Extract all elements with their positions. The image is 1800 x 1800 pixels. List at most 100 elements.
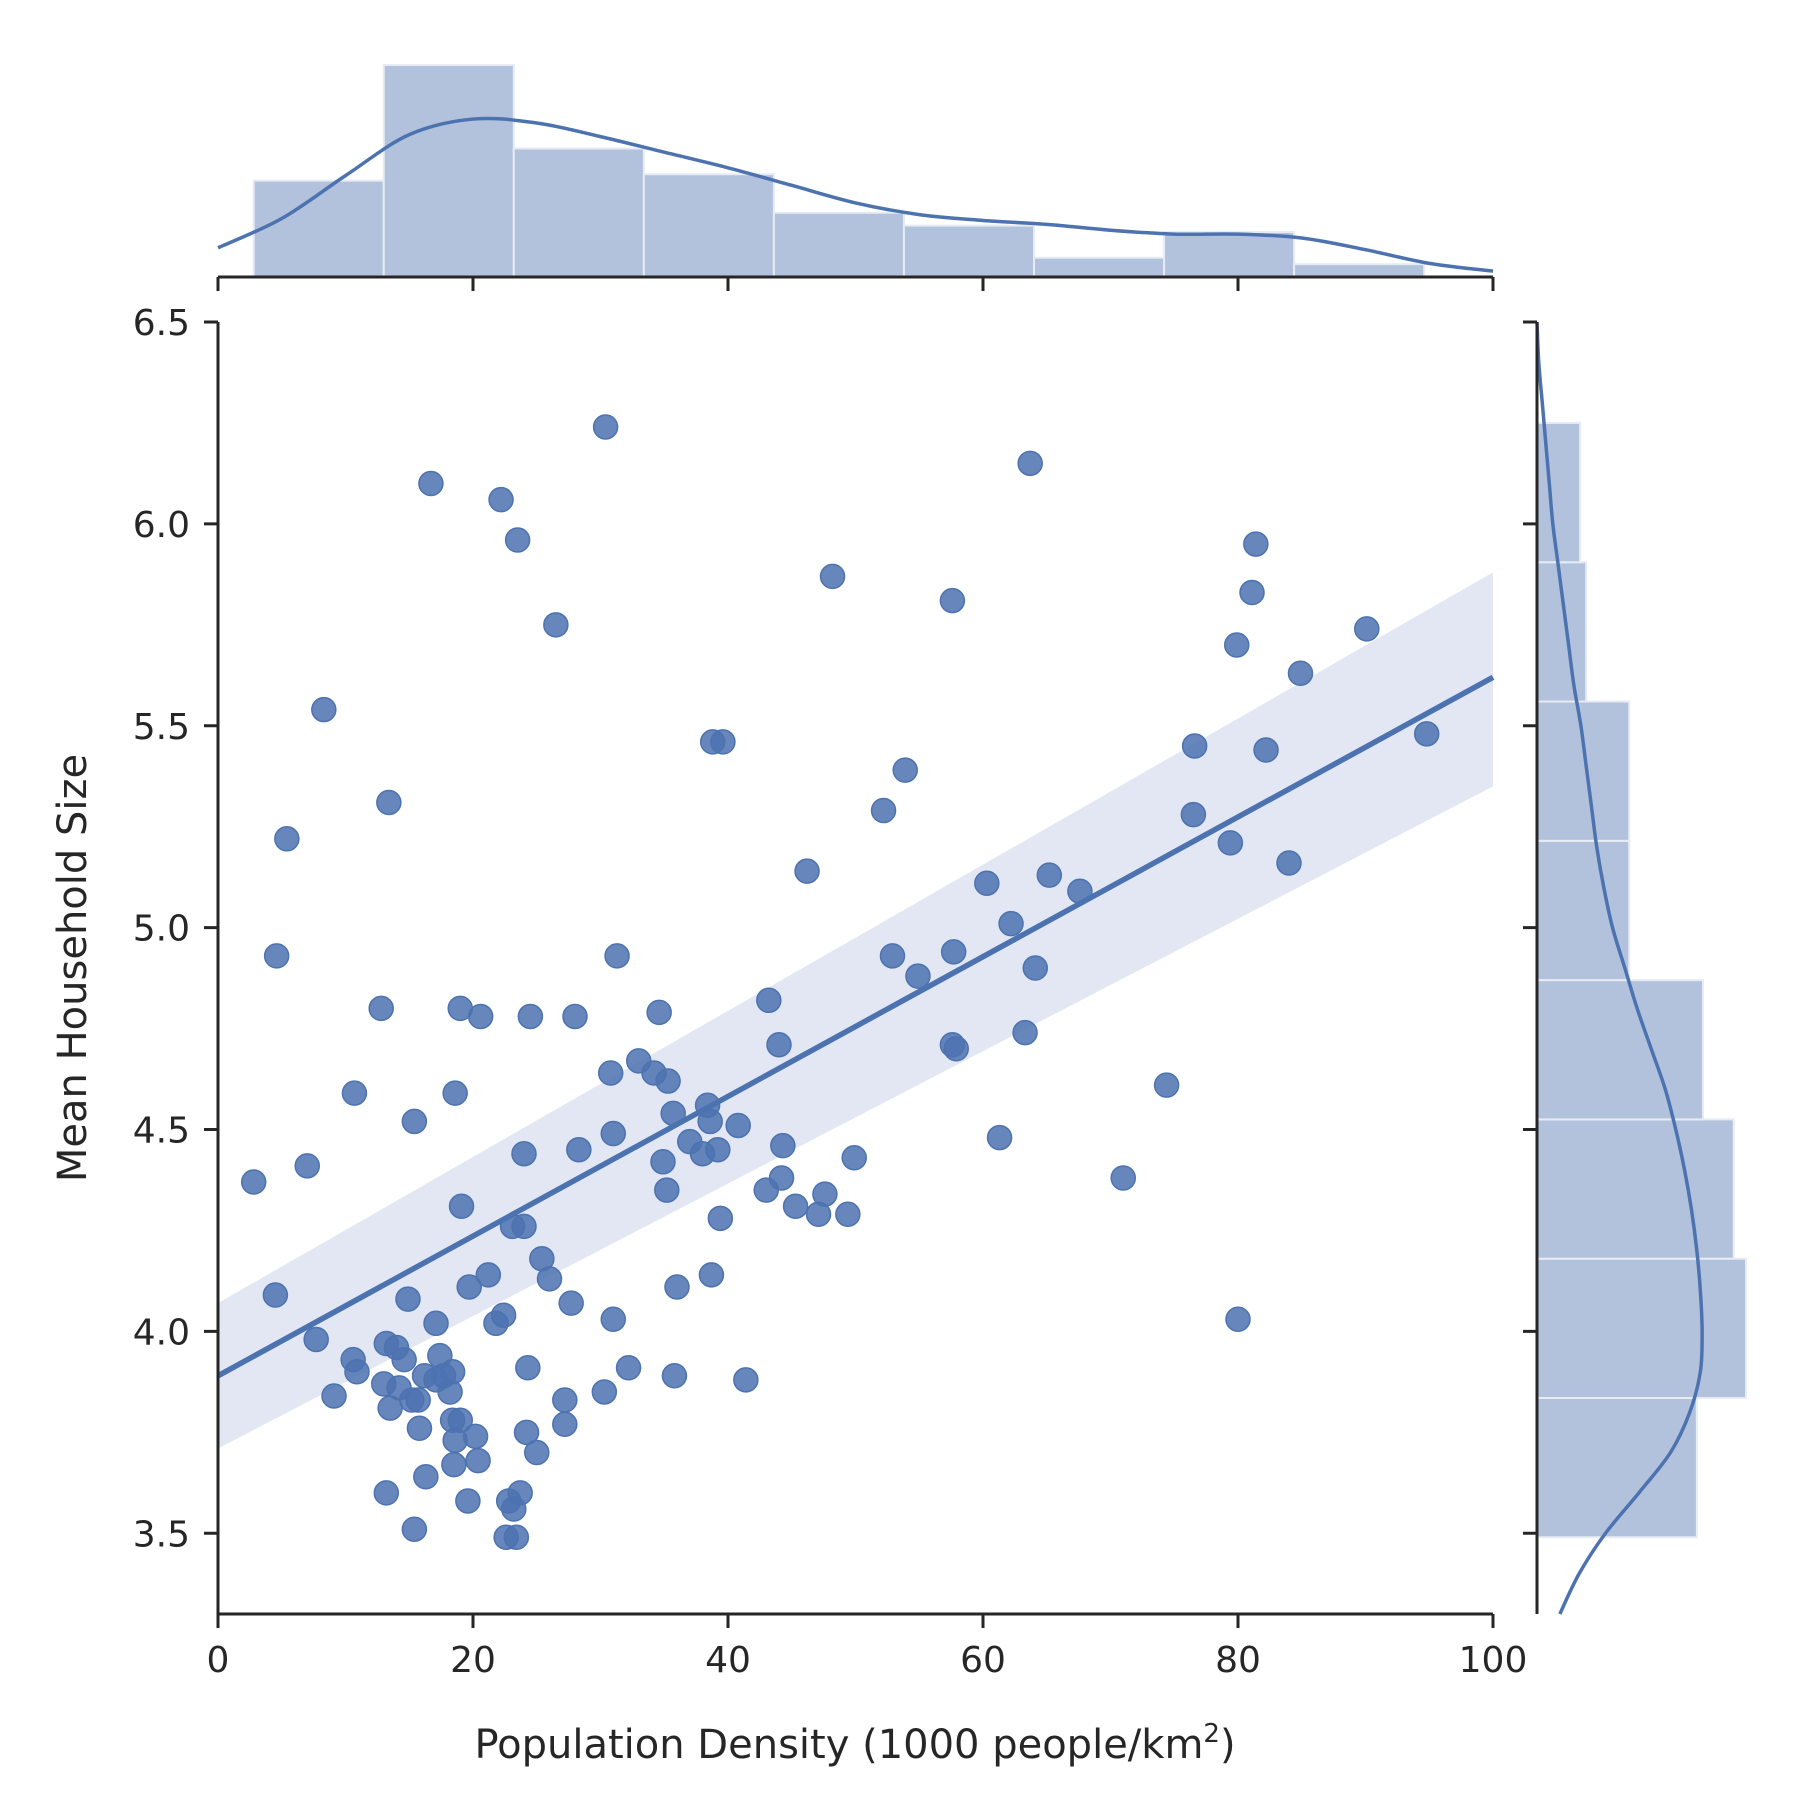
data-point [870, 797, 897, 824]
axes: 0 20 40 60 80 100 3.5 4.0 4.5 5.0 5.5 6.0 6.5 [133, 275, 1539, 1681]
data-point [511, 1140, 537, 1167]
data-point [263, 943, 290, 969]
data-point [475, 1262, 502, 1288]
data-point [1276, 850, 1302, 876]
x-tick-label: 20 [450, 1640, 496, 1681]
y-tick-label: 3.5 [133, 1514, 190, 1555]
y-hist-bar [1536, 839, 1631, 982]
data-point [488, 486, 514, 513]
data-point [406, 1415, 433, 1442]
y-axis-label: Mean Household Size [50, 754, 96, 1182]
data-point [1239, 579, 1265, 606]
right-marginal-histogram [1535, 321, 1747, 1615]
data-point [1217, 830, 1244, 856]
data-point [401, 1108, 428, 1135]
data-point [274, 826, 300, 852]
x-axis-label-main: Population Density (1000 people/km [474, 1722, 1203, 1768]
data-point [615, 1354, 642, 1381]
data-point [262, 1282, 289, 1308]
x-hist-bar [902, 224, 1036, 279]
data-point [515, 1354, 541, 1381]
y-tick-label: 4.5 [133, 1111, 190, 1152]
data-point [646, 999, 672, 1026]
data-point [405, 1387, 431, 1413]
data-point [418, 470, 444, 497]
data-point [794, 858, 820, 884]
data-point [552, 1411, 578, 1437]
data-point [697, 1108, 723, 1135]
data-point [782, 1193, 809, 1219]
data-point [1036, 862, 1063, 888]
y-tick-label: 6.5 [133, 303, 190, 344]
data-point [503, 1524, 530, 1551]
data-point [650, 1149, 676, 1175]
data-point [391, 1346, 417, 1373]
data-point [395, 1286, 421, 1312]
x-hist-bar [1033, 256, 1166, 278]
data-point [448, 1193, 475, 1219]
x-hist-bar [252, 179, 385, 279]
data-point [756, 987, 782, 1014]
data-point [986, 1124, 1013, 1151]
data-point [655, 1068, 681, 1094]
data-point [600, 1306, 626, 1333]
data-point [558, 1290, 584, 1316]
data-point [1153, 1072, 1180, 1098]
x-hist-bar [382, 64, 515, 278]
data-point [905, 963, 931, 989]
data-point [835, 1201, 861, 1228]
scatter-plot-area [216, 414, 1495, 1551]
data-point [974, 870, 1000, 896]
data-point [654, 1177, 680, 1203]
x-hist-bar [1163, 231, 1296, 278]
data-point [1243, 531, 1269, 557]
data-point [439, 1359, 466, 1385]
data-point [661, 1363, 688, 1389]
data-point [733, 1367, 759, 1393]
data-point [1017, 450, 1043, 477]
data-point [1110, 1165, 1136, 1191]
data-point [467, 1003, 494, 1030]
data-point [455, 1488, 481, 1514]
data-point [447, 1407, 473, 1433]
data-point [892, 757, 918, 783]
data-point [879, 943, 906, 969]
data-point [456, 1274, 482, 1300]
y-hist-bar [1536, 979, 1704, 1121]
y-tick-label: 6.0 [133, 505, 190, 546]
x-hist-bar [1293, 263, 1426, 279]
data-point [536, 1266, 563, 1292]
y-hist-bar [1536, 1257, 1747, 1399]
data-point [943, 1036, 969, 1062]
data-point [1012, 1019, 1038, 1046]
data-point [240, 1169, 267, 1195]
data-point [562, 1003, 588, 1030]
x-tick-label: 100 [1459, 1640, 1528, 1681]
data-point [812, 1181, 838, 1207]
data-point [698, 1262, 725, 1288]
y-tick-label: 5.5 [133, 707, 190, 748]
data-point [344, 1359, 370, 1385]
confidence-band [218, 572, 1493, 1449]
x-axis-label: Population Density (1000 people/km2) [474, 1719, 1235, 1768]
data-point [401, 1516, 428, 1542]
y-kde-curve [1535, 321, 1704, 1615]
data-point [1413, 721, 1440, 747]
data-point [507, 1480, 533, 1506]
data-point [423, 1310, 449, 1337]
top-marginal-histogram [217, 64, 1494, 279]
data-point [1181, 733, 1208, 759]
regression-line [216, 674, 1495, 1379]
x-hist-bar [642, 173, 775, 279]
data-point [600, 1120, 626, 1147]
data-point [441, 1451, 467, 1478]
data-point [939, 587, 966, 614]
x-tick-label: 40 [705, 1640, 751, 1681]
data-point [1225, 1306, 1251, 1333]
y-tick-label: 5.0 [133, 909, 190, 950]
data-point [490, 1302, 517, 1328]
data-point [819, 563, 846, 590]
data-point [442, 1080, 468, 1106]
data-point [294, 1153, 320, 1179]
